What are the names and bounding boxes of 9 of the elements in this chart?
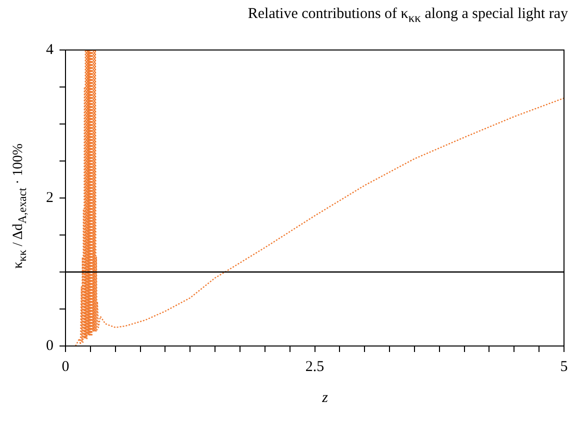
- x-tick-label: 5: [560, 358, 568, 375]
- x-tick-label: 0: [62, 358, 70, 375]
- chart-title: Relative contributions of κ$_{κκ}$ along a special light ray: [246, 6, 569, 26]
- y-tick-label: 4: [46, 42, 54, 58]
- y-tick-label: 0: [46, 338, 54, 354]
- x-tick-label: 2.5: [305, 358, 324, 375]
- x-axis-title: z: [321, 390, 329, 407]
- y-tick-label: 2: [46, 190, 54, 206]
- line-series: [74, 50, 564, 346]
